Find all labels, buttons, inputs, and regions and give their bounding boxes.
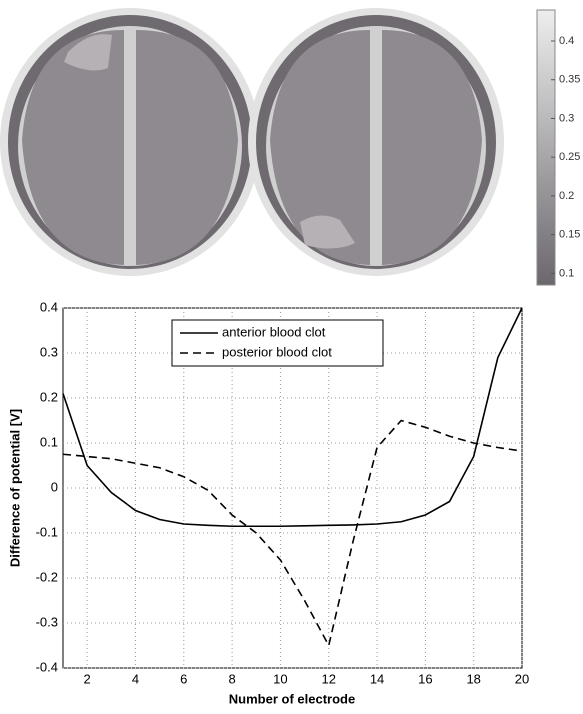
line-chart: Number of electrode Difference of potent… xyxy=(7,299,529,706)
x-tick-label: 12 xyxy=(322,671,336,686)
legend-label: posterior blood clot xyxy=(222,344,332,359)
legend: anterior blood clot posterior blood clot xyxy=(171,319,384,367)
x-tick-label: 20 xyxy=(515,671,529,686)
x-axis-label: Number of electrode xyxy=(229,691,355,706)
y-tick-label: -0.1 xyxy=(36,524,58,539)
x-tick-label: 8 xyxy=(228,671,235,686)
colorbar-tick-label: 0.4 xyxy=(559,35,574,47)
x-tick-label: 6 xyxy=(180,671,187,686)
y-tick-label: -0.3 xyxy=(36,614,58,629)
colorbar: 0.1 0.15 0.2 0.25 0.3 0.35 0.4 xyxy=(536,9,580,286)
y-tick-label: 0.2 xyxy=(40,389,58,404)
x-tick-label: 10 xyxy=(273,671,287,686)
y-tick-label: -0.2 xyxy=(36,569,58,584)
y-axis-label: Difference of potential [V] xyxy=(7,409,22,567)
x-tick-label: 2 xyxy=(84,671,91,686)
line-series xyxy=(62,419,523,648)
x-tick-label: 14 xyxy=(370,671,384,686)
x-tick-label: 4 xyxy=(132,671,139,686)
colorbar-tick-label: 0.25 xyxy=(559,151,580,163)
brain-anterior xyxy=(0,8,260,276)
x-tick-label: 18 xyxy=(466,671,480,686)
legend-label: anterior blood clot xyxy=(222,324,326,339)
colorbar-tick-label: 0.35 xyxy=(559,74,580,86)
y-tick-label: -0.4 xyxy=(36,659,58,674)
colorbar-tick-label: 0.1 xyxy=(559,267,574,279)
line-series xyxy=(62,307,523,528)
y-tick-label: 0.3 xyxy=(40,344,58,359)
colorbar-gradient xyxy=(536,9,556,286)
legend-box xyxy=(171,319,384,367)
colorbar-tick-label: 0.2 xyxy=(559,190,574,202)
y-tick-label: 0.1 xyxy=(40,434,58,449)
x-tick-label: 16 xyxy=(418,671,432,686)
y-tick-label: 0.4 xyxy=(40,299,58,314)
colorbar-tick-label: 0.15 xyxy=(559,229,580,241)
brain-posterior xyxy=(248,8,504,276)
y-tick-label: 0 xyxy=(51,479,58,494)
colorbar-tick-label: 0.3 xyxy=(559,112,574,124)
